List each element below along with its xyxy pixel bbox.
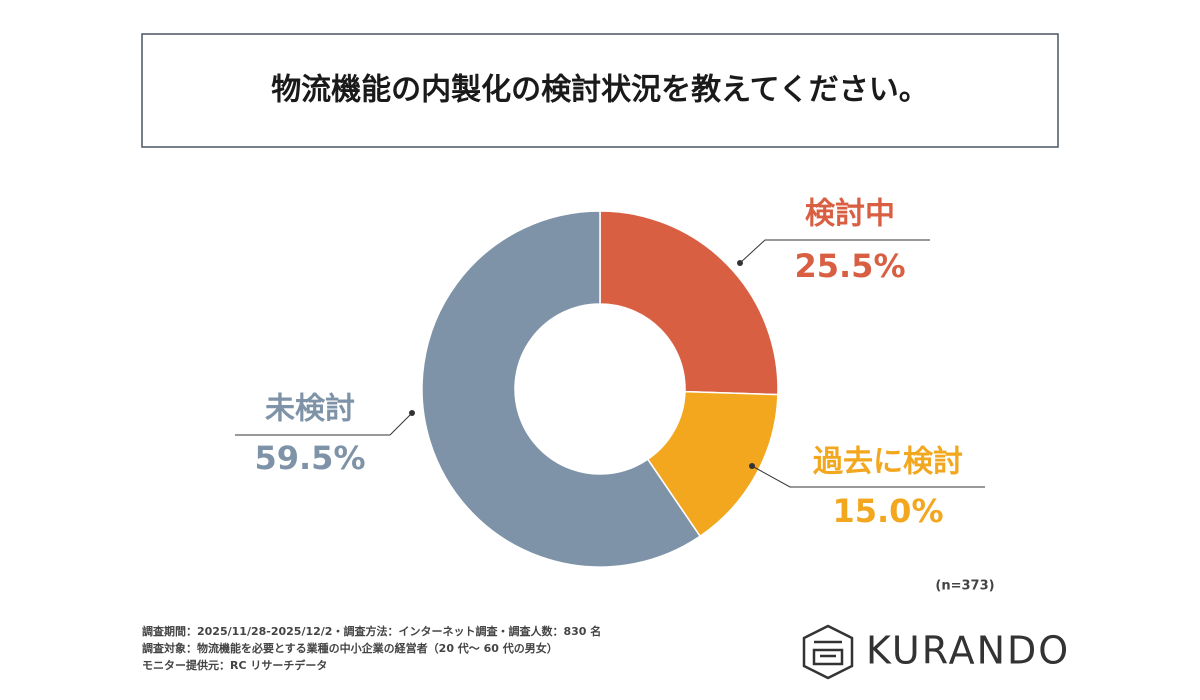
leader-dot (409, 410, 415, 416)
logo-icon (802, 624, 854, 680)
category-label: 未検討 (265, 392, 355, 427)
pie-slice (421, 210, 702, 568)
title-box (141, 33, 1059, 148)
category-label: 検討中 (805, 197, 895, 232)
footnote: 調査対象：物流機能を必要とする業種の中小企業の経営者（20 代〜 60 代の男女… (142, 641, 558, 655)
pie-slice (646, 390, 779, 538)
value-label: 59.5% (254, 439, 365, 477)
leader-line (235, 412, 413, 436)
pie-slice (599, 210, 779, 396)
leader-line (751, 465, 985, 488)
leader-dot (737, 260, 743, 266)
value-label: 15.0% (832, 492, 943, 530)
footnote: モニター提供元：RC リサーチデータ (142, 658, 327, 672)
leader-line (739, 239, 930, 264)
leader-dot (749, 463, 755, 469)
category-label: 過去に検討 (813, 445, 963, 480)
value-label: 25.5% (794, 247, 905, 285)
chart-title: 物流機能の内製化の検討状況を教えてください。 (271, 73, 929, 108)
sample-note: (n=373) (935, 579, 994, 594)
footnote: 調査期間：2025/11/28-2025/12/2・調査方法：インターネット調査… (142, 624, 601, 638)
logo-text: KURANDO (866, 629, 1070, 673)
